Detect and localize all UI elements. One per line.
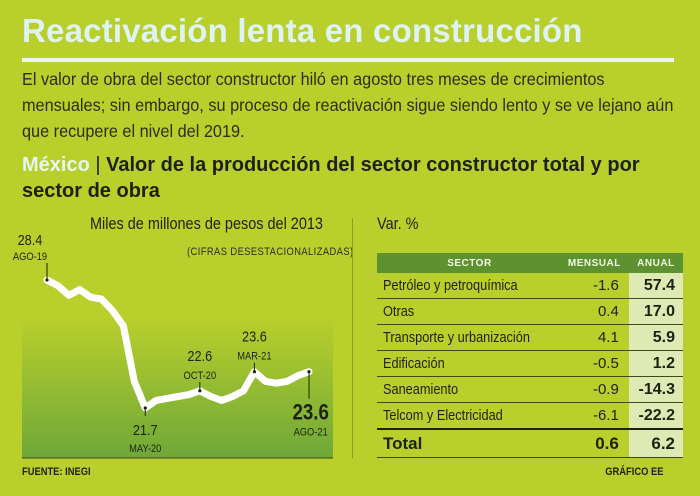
cell-mensual: -6.1 — [561, 402, 629, 430]
total-label: Total — [383, 433, 423, 453]
sector-name: Transporte y urbanización — [383, 329, 530, 346]
plot-area — [22, 318, 333, 458]
table-row: Transporte y urbanización 4.1 5.9 — [377, 324, 683, 351]
table-title: Var. % — [377, 214, 419, 233]
title-divider — [22, 58, 674, 62]
annotation-value: 23.6 — [293, 401, 329, 425]
header-mensual: MENSUAL — [561, 253, 629, 273]
cell-anual: 57.4 — [628, 273, 683, 299]
annotation: 22.6 OCT-20 — [183, 347, 216, 393]
annotation-value: 21.7 — [133, 421, 158, 438]
graphic-credit: GRÁFICO EE — [604, 466, 663, 478]
header-anual: ANUAL — [628, 253, 683, 273]
table-header-row: SECTOR MENSUAL ANUAL — [377, 253, 683, 273]
annotation-date: OCT-20 — [183, 370, 216, 382]
lede-paragraph: El valor de obra del sector constructor … — [22, 69, 674, 141]
cell-mensual: 0.6 — [561, 428, 629, 458]
country-label: México — [22, 154, 90, 176]
cell-sector: Otras — [377, 298, 562, 325]
table-total-row: Total 0.6 6.2 — [377, 428, 683, 458]
cell-mensual: -0.5 — [561, 350, 629, 377]
cell-anual: 5.9 — [628, 324, 683, 351]
cell-anual: -14.3 — [628, 376, 683, 403]
sector-name: Edificación — [383, 355, 445, 372]
annotation-value: 28.4 — [18, 231, 43, 248]
sector-name: Telcom y Electricidad — [383, 407, 503, 424]
cell-sector: Transporte y urbanización — [377, 324, 562, 351]
table-row: Telcom y Electricidad -6.1 -22.2 — [377, 402, 683, 430]
cell-mensual: -1.6 — [561, 273, 629, 299]
cell-sector: Petróleo y petroquímica — [377, 273, 562, 299]
cell-sector: Edificación — [377, 350, 562, 377]
table-row: Petróleo y petroquímica -1.6 57.4 — [377, 273, 683, 299]
annotation-date: MAY-20 — [129, 443, 161, 455]
cell-sector: Telcom y Electricidad — [377, 402, 562, 430]
cell-mensual: 4.1 — [561, 324, 629, 351]
cell-anual: 17.0 — [628, 298, 683, 325]
cell-sector: Saneamiento — [377, 376, 562, 403]
series-line — [43, 276, 313, 412]
chart-subtitle: Valor de la producción del sector constr… — [22, 154, 640, 202]
annotation: 21.7 MAY-20 — [129, 406, 162, 455]
cell-sector: Total — [377, 428, 562, 458]
annotation-value: 23.6 — [242, 328, 267, 345]
header-sector: SECTOR — [377, 253, 562, 273]
section-divider — [352, 218, 353, 458]
heading-separator: | — [95, 154, 101, 176]
cell-anual: 1.2 — [628, 350, 683, 377]
cell-mensual: 0.4 — [561, 298, 629, 325]
table-row: Edificación -0.5 1.2 — [377, 350, 683, 377]
source-note: FUENTE: INEGI — [22, 466, 91, 478]
chart-note: (CIFRAS DESESTACIONALIZADAS) — [187, 246, 354, 258]
annotation: 23.6 MAR-21 — [237, 328, 272, 374]
annotation-value: 22.6 — [187, 347, 212, 364]
chart-unit-label: Miles de millones de pesos del 2013 — [90, 214, 323, 233]
cell-anual: -22.2 — [628, 402, 683, 430]
page-title: Reactivación lenta en construcción — [22, 12, 583, 49]
sector-name: Otras — [383, 303, 415, 320]
table-row: Saneamiento -0.9 -14.3 — [377, 376, 683, 403]
sector-name: Saneamiento — [383, 381, 459, 398]
cell-mensual: -0.9 — [561, 376, 629, 403]
annotation-date: AGO-19 — [13, 251, 48, 263]
annotation: 23.6 AGO-21 — [293, 370, 329, 439]
chart-heading: México | Valor de la producción del sect… — [22, 152, 700, 204]
table-row: Otras 0.4 17.0 — [377, 298, 683, 325]
cell-anual: 6.2 — [628, 428, 683, 458]
sector-table: SECTOR MENSUAL ANUAL Petróleo y petroquí… — [377, 253, 683, 458]
annotation: 28.4 AGO-19 — [13, 231, 49, 282]
annotation-date: AGO-21 — [294, 427, 329, 439]
annotation-date: MAR-21 — [237, 351, 272, 363]
sector-name: Petróleo y petroquímica — [383, 277, 518, 294]
